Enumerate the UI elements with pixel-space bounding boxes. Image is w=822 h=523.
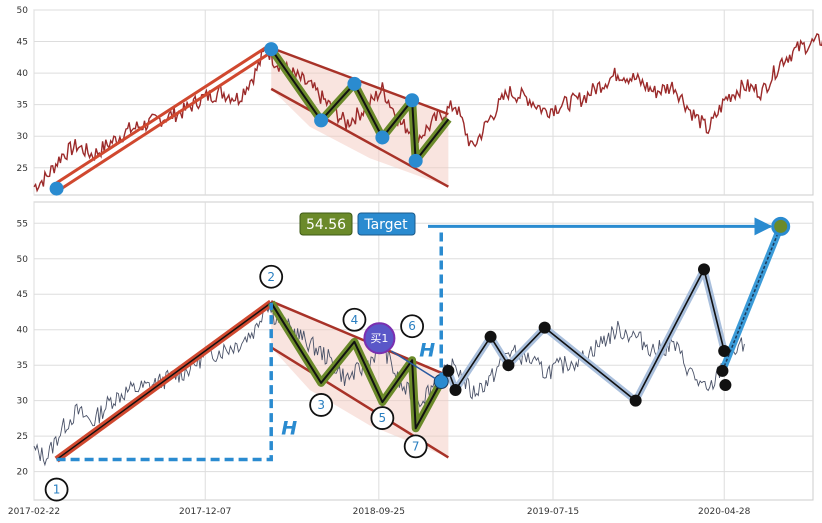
pattern-number-circle	[370, 406, 395, 430]
projection-marker	[719, 379, 732, 392]
x-tick-label: 2017-02-22	[8, 507, 60, 517]
projection-marker	[449, 384, 462, 397]
pattern-number-text: 1	[53, 483, 61, 497]
projection-marker	[718, 345, 731, 357]
y-tick-label: 25	[17, 164, 28, 174]
projection-marker	[502, 359, 515, 372]
target-label-box: Target	[357, 212, 416, 236]
target-label-box-bg	[357, 212, 416, 236]
buy-marker-label: 买1	[370, 332, 388, 345]
bottom-y-ticks: 20 25 30 35 40 45 50 55	[17, 219, 29, 477]
y-tick-label: 30	[17, 397, 29, 407]
top-pivot-marker	[347, 76, 362, 91]
y-tick-label: 50	[17, 255, 29, 265]
target-value-box: 54.56	[299, 212, 353, 236]
projection-marker	[484, 330, 497, 343]
y-tick-label: 35	[17, 361, 28, 371]
pattern-number-circle	[400, 314, 425, 339]
y-tick-label: 40	[17, 69, 29, 79]
pattern-number-text: 5	[379, 411, 387, 425]
top-pivot-marker	[314, 113, 329, 128]
pattern-number-labels: 1 2 3 4 5 6 7	[44, 264, 428, 502]
target-leg-line	[721, 226, 782, 372]
pattern-number-circle	[44, 477, 69, 502]
y-tick-label: 45	[17, 290, 28, 300]
top-grid	[33, 9, 813, 195]
buy-arrow	[391, 350, 436, 380]
pattern-number-circle	[309, 393, 334, 417]
bottom-channel-upper	[270, 300, 449, 377]
y-tick-label: 20	[17, 468, 29, 478]
bottom-zigzag-line	[270, 302, 443, 430]
y-tick-label: 50	[17, 6, 29, 16]
pattern-number-text: 2	[267, 270, 275, 284]
projection-marker	[698, 263, 711, 276]
height-label-right: H	[419, 340, 435, 362]
pattern-number-text: 3	[317, 398, 325, 412]
target-point-marker	[771, 216, 791, 236]
pattern-number-text: 4	[351, 313, 359, 327]
top-pivot-marker	[264, 42, 279, 57]
y-tick-label: 40	[17, 326, 29, 336]
pattern-number-text: 7	[412, 439, 420, 453]
height-measure-left	[56, 302, 273, 462]
y-tick-label: 55	[17, 219, 28, 229]
x-tick-label: 2019-07-15	[527, 507, 579, 517]
height-label-left: H	[281, 418, 297, 440]
y-tick-label: 25	[17, 432, 28, 442]
top-pivot-marker	[375, 130, 390, 145]
top-y-ticks: 25 30 35 40 45 50	[17, 6, 29, 174]
target-label: Target	[363, 217, 408, 233]
top-rally-line-b	[55, 42, 273, 185]
top-pivot-marker	[408, 153, 423, 168]
x-tick-label: 2017-12-07	[179, 507, 231, 517]
y-tick-label: 30	[17, 132, 29, 142]
x-tick-label: 2018-09-25	[353, 507, 405, 517]
top-channel-lower	[270, 87, 449, 188]
y-tick-label: 45	[17, 38, 28, 48]
x-tick-label: 2020-04-28	[698, 507, 751, 517]
target-value: 54.56	[306, 217, 346, 233]
projection-marker	[538, 321, 551, 334]
pattern-number-circle	[259, 264, 284, 289]
x-tick-labels: 2017-02-22 2017-12-07 2018-09-25 2019-07-15…	[8, 507, 751, 517]
buy-marker-circle	[363, 322, 396, 355]
target-value-box-bg	[299, 212, 353, 236]
y-tick-label: 35	[17, 101, 28, 111]
pattern-number-circle	[342, 307, 367, 332]
top-pivot-marker	[49, 181, 64, 196]
top-pivot-markers	[49, 42, 423, 196]
pattern-number-text: 6	[408, 319, 416, 333]
projection-marker	[716, 364, 729, 377]
pattern-number-circle	[403, 434, 428, 459]
projection-marker	[442, 364, 455, 377]
buy-marker: 买1	[363, 322, 396, 355]
projection-marker	[629, 394, 642, 407]
top-pivot-marker	[405, 93, 420, 108]
top-rally-line-a	[55, 51, 273, 193]
bottom-rally-line	[56, 302, 272, 461]
bottom-wedge-fill	[271, 301, 449, 458]
